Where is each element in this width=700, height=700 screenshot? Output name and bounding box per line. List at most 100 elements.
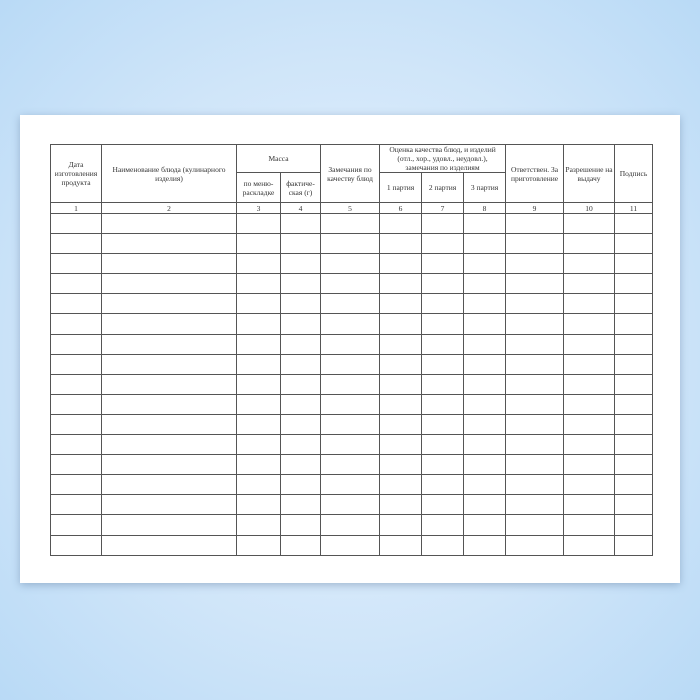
table-cell[interactable] [563, 454, 616, 476]
table-cell[interactable] [379, 233, 423, 255]
table-cell[interactable] [101, 253, 237, 275]
table-cell[interactable] [50, 293, 102, 315]
table-cell[interactable] [101, 353, 237, 375]
table-cell[interactable] [50, 534, 102, 556]
table-cell[interactable] [279, 494, 322, 516]
table-cell[interactable] [614, 494, 654, 516]
table-cell[interactable] [505, 514, 565, 536]
table-cell[interactable] [101, 313, 237, 335]
table-cell[interactable] [379, 212, 423, 235]
table-cell[interactable] [236, 494, 281, 516]
table-cell[interactable] [101, 494, 237, 516]
table-cell[interactable] [101, 434, 237, 456]
table-cell[interactable] [421, 253, 465, 275]
table-cell[interactable] [463, 494, 507, 516]
table-cell[interactable] [421, 333, 465, 355]
table-cell[interactable] [614, 253, 654, 275]
table-cell[interactable] [563, 494, 616, 516]
table-cell[interactable] [101, 514, 237, 536]
table-cell[interactable] [50, 413, 102, 436]
table-cell[interactable] [279, 454, 322, 476]
table-cell[interactable] [505, 313, 565, 335]
table-cell[interactable] [379, 534, 423, 556]
table-cell[interactable] [279, 313, 322, 335]
table-cell[interactable] [320, 454, 381, 476]
table-cell[interactable] [505, 454, 565, 476]
table-cell[interactable] [279, 253, 322, 275]
table-cell[interactable] [279, 212, 322, 235]
table-cell[interactable] [50, 212, 102, 235]
table-cell[interactable] [505, 233, 565, 255]
table-cell[interactable] [279, 293, 322, 315]
table-cell[interactable] [320, 534, 381, 556]
table-cell[interactable] [563, 212, 616, 235]
table-cell[interactable] [101, 212, 237, 235]
table-cell[interactable] [421, 534, 465, 556]
table-cell[interactable] [463, 233, 507, 255]
table-cell[interactable] [614, 514, 654, 536]
table-cell[interactable] [236, 413, 281, 436]
table-cell[interactable] [101, 454, 237, 476]
table-cell[interactable] [463, 373, 507, 395]
table-cell[interactable] [563, 313, 616, 335]
table-cell[interactable] [614, 233, 654, 255]
table-cell[interactable] [563, 514, 616, 536]
table-cell[interactable] [421, 293, 465, 315]
table-cell[interactable] [50, 494, 102, 516]
table-cell[interactable] [101, 333, 237, 355]
table-cell[interactable] [379, 514, 423, 536]
table-cell[interactable] [421, 233, 465, 255]
table-cell[interactable] [101, 393, 237, 415]
table-cell[interactable] [320, 353, 381, 375]
table-cell[interactable] [279, 233, 322, 255]
table-cell[interactable] [563, 293, 616, 315]
table-cell[interactable] [379, 474, 423, 496]
table-cell[interactable] [101, 373, 237, 395]
table-cell[interactable] [463, 534, 507, 556]
table-cell[interactable] [50, 373, 102, 395]
table-cell[interactable] [236, 514, 281, 536]
table-cell[interactable] [421, 454, 465, 476]
table-cell[interactable] [505, 474, 565, 496]
table-cell[interactable] [50, 333, 102, 355]
table-cell[interactable] [563, 534, 616, 556]
table-cell[interactable] [505, 494, 565, 516]
table-cell[interactable] [279, 393, 322, 415]
table-cell[interactable] [50, 353, 102, 375]
table-cell[interactable] [463, 353, 507, 375]
table-cell[interactable] [279, 373, 322, 395]
table-cell[interactable] [236, 273, 281, 295]
table-cell[interactable] [320, 514, 381, 536]
table-cell[interactable] [279, 534, 322, 556]
table-cell[interactable] [505, 253, 565, 275]
table-cell[interactable] [50, 313, 102, 335]
table-cell[interactable] [50, 514, 102, 536]
table-cell[interactable] [563, 393, 616, 415]
table-cell[interactable] [614, 413, 654, 436]
table-cell[interactable] [563, 353, 616, 375]
table-cell[interactable] [320, 233, 381, 255]
table-cell[interactable] [236, 534, 281, 556]
table-cell[interactable] [101, 273, 237, 295]
table-cell[interactable] [50, 474, 102, 496]
table-cell[interactable] [320, 253, 381, 275]
table-cell[interactable] [563, 434, 616, 456]
table-cell[interactable] [421, 313, 465, 335]
table-cell[interactable] [379, 494, 423, 516]
table-cell[interactable] [563, 273, 616, 295]
table-cell[interactable] [320, 413, 381, 436]
table-cell[interactable] [421, 514, 465, 536]
table-cell[interactable] [236, 353, 281, 375]
table-cell[interactable] [463, 273, 507, 295]
table-cell[interactable] [50, 233, 102, 255]
table-cell[interactable] [563, 233, 616, 255]
table-cell[interactable] [320, 434, 381, 456]
table-cell[interactable] [320, 293, 381, 315]
table-cell[interactable] [379, 393, 423, 415]
table-cell[interactable] [101, 233, 237, 255]
table-cell[interactable] [101, 474, 237, 496]
table-cell[interactable] [320, 333, 381, 355]
table-cell[interactable] [50, 253, 102, 275]
table-cell[interactable] [421, 413, 465, 436]
table-cell[interactable] [614, 373, 654, 395]
